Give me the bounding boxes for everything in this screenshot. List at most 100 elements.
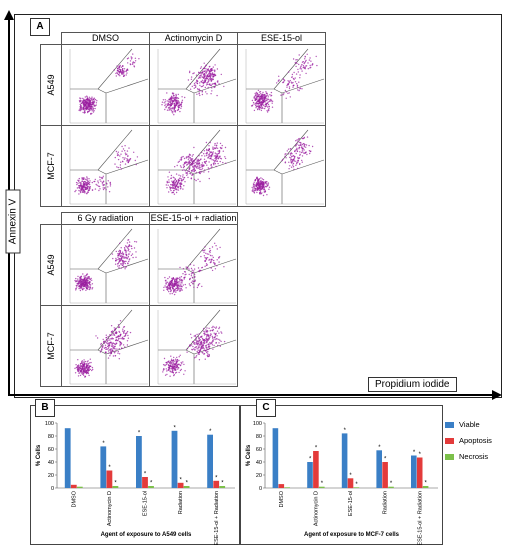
event-dot (88, 181, 91, 184)
event-dot (281, 159, 283, 162)
event-dot (167, 176, 169, 178)
event-dot (300, 68, 303, 70)
event-dot (260, 185, 262, 187)
bar-necrosis (219, 486, 226, 488)
event-dot (262, 179, 265, 181)
event-dot (267, 103, 270, 106)
event-dot (90, 108, 92, 110)
event-dot (92, 111, 95, 113)
event-dot (77, 364, 80, 366)
bar-necrosis (76, 486, 83, 488)
event-dot (266, 102, 269, 104)
event-dot (183, 165, 185, 168)
event-dot (120, 66, 123, 68)
event-dot (208, 347, 211, 349)
event-dot (214, 263, 216, 266)
event-dot (206, 351, 208, 354)
event-dot (173, 289, 175, 291)
significance-mark: * (315, 446, 318, 452)
event-dot (179, 286, 181, 288)
event-dot (171, 368, 173, 370)
event-dot (211, 159, 213, 161)
event-dot (102, 187, 104, 189)
event-dot (192, 173, 194, 176)
event-dot (206, 354, 209, 357)
event-dot (176, 358, 178, 361)
event-dot (284, 89, 287, 92)
event-dot (162, 371, 164, 373)
event-dot (119, 263, 122, 265)
y-tick-label: 80 (256, 434, 262, 440)
event-dot (92, 103, 95, 105)
event-dot (173, 189, 175, 192)
event-dot (182, 178, 185, 181)
event-dot (296, 143, 298, 145)
event-dot (264, 106, 266, 108)
event-dot (200, 75, 202, 77)
event-dot (179, 280, 181, 282)
event-dot (107, 350, 110, 352)
event-dot (256, 186, 259, 189)
category-label: ESE-15-ol (143, 491, 149, 516)
event-dot (117, 151, 119, 153)
y-axis-title: % Cells (36, 444, 42, 466)
event-dot (257, 181, 259, 183)
event-dot (178, 101, 180, 103)
event-dot (176, 286, 179, 289)
event-dot (202, 343, 204, 345)
event-dot (288, 153, 290, 155)
event-dot (83, 365, 85, 367)
event-dot (77, 369, 79, 371)
event-dot (116, 153, 119, 155)
event-dot (182, 188, 184, 190)
event-dot (208, 168, 210, 170)
event-dot (258, 108, 261, 111)
event-dot (83, 275, 85, 277)
event-dot (289, 96, 291, 98)
event-dot (183, 278, 185, 280)
event-dot (101, 183, 104, 185)
event-dot (188, 273, 190, 276)
event-dot (91, 288, 93, 290)
event-dot (172, 112, 174, 114)
event-dot (200, 345, 202, 347)
event-dot (83, 374, 85, 376)
event-dot (316, 64, 318, 67)
event-dot (166, 363, 168, 366)
event-dot (203, 341, 206, 343)
event-dot (112, 334, 114, 336)
event-dot (190, 333, 192, 335)
event-dot (191, 344, 193, 346)
event-dot (209, 249, 212, 252)
category-label: ESE-15-ol (348, 491, 354, 516)
event-dot (170, 184, 172, 186)
event-dot (202, 82, 205, 84)
event-dot (180, 104, 182, 106)
event-dot (172, 182, 175, 185)
event-dot (267, 106, 269, 108)
event-dot (297, 71, 299, 73)
event-dot (128, 244, 131, 246)
event-dot (83, 102, 85, 105)
event-dot (89, 285, 91, 287)
event-dot (191, 280, 194, 282)
event-dot (85, 365, 87, 368)
event-dot (175, 290, 177, 292)
event-dot (117, 256, 119, 258)
event-dot (126, 72, 128, 74)
event-dot (253, 183, 255, 185)
event-dot (267, 94, 269, 97)
bar-viable (376, 450, 382, 488)
event-dot (219, 246, 221, 249)
event-dot (219, 142, 222, 145)
event-dot (179, 185, 182, 188)
event-dot (295, 160, 297, 162)
event-dot (256, 105, 259, 107)
event-dot (202, 84, 205, 86)
event-dot (112, 355, 115, 357)
event-dot (122, 344, 125, 346)
event-dot (289, 165, 291, 167)
event-dot (204, 75, 206, 78)
event-dot (189, 277, 191, 280)
event-dot (87, 372, 90, 375)
